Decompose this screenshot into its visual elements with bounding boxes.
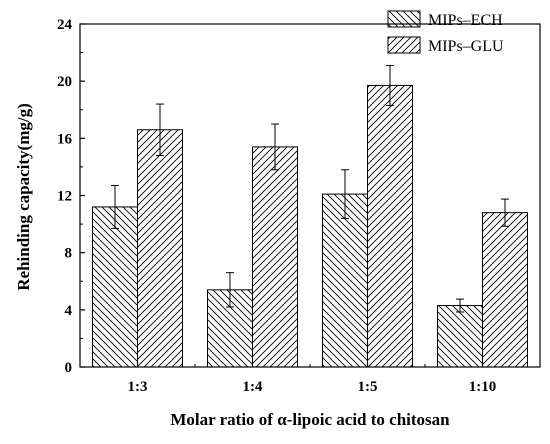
x-tick-label-1-3: 1:3 xyxy=(128,379,148,395)
legend-label: MIPs–ECH xyxy=(428,12,503,29)
y-tick-label: 4 xyxy=(65,303,73,319)
legend-label: MIPs–GLU xyxy=(428,38,504,55)
x-tick-label-1-4: 1:4 xyxy=(243,379,263,395)
error-bar-mips-ech-1-4 xyxy=(226,272,234,308)
y-tick-label: 24 xyxy=(57,17,73,33)
error-bar-mips-glu-1-5 xyxy=(386,64,394,106)
legend-swatch xyxy=(387,10,421,28)
bars-layer xyxy=(92,84,528,368)
x-axis-title: Molar ratio of α-lipoic acid to chitosan xyxy=(170,410,450,429)
bar-mips-ech-1-10 xyxy=(437,305,483,368)
legend-item-mips-ech: MIPs–ECH xyxy=(387,10,503,29)
y-tick-label: 8 xyxy=(65,246,73,262)
error-bar-mips-glu-1-4 xyxy=(271,123,279,171)
y-tick-label: 20 xyxy=(57,74,72,90)
y-tick-label: 0 xyxy=(65,360,73,376)
bar-mips-ech-1-5 xyxy=(322,193,368,368)
x-tick-label-1-10: 1:10 xyxy=(469,379,497,395)
bar-mips-glu-1-10 xyxy=(482,212,528,368)
y-tick-label: 16 xyxy=(57,131,73,147)
y-tick-label: 12 xyxy=(57,189,72,205)
y-axis-ticks: 0 4 8 12 16 20 24 xyxy=(57,17,85,376)
y-axis-title: Rehinding capacity(mg/g) xyxy=(14,103,33,290)
error-bar-mips-ech-1-5 xyxy=(341,169,349,219)
error-bar-mips-ech-1-3 xyxy=(111,184,119,229)
legend-swatch xyxy=(387,36,421,54)
bar-mips-glu-1-3 xyxy=(137,129,183,368)
legend: MIPs–ECH MIPs–GLU xyxy=(387,10,504,55)
legend-item-mips-glu: MIPs–GLU xyxy=(387,36,504,55)
bar-mips-glu-1-5 xyxy=(367,84,413,368)
bar-mips-glu-1-4 xyxy=(252,146,298,368)
x-tick-label-1-5: 1:5 xyxy=(358,379,378,395)
error-bar-mips-ech-1-10 xyxy=(456,298,464,313)
x-axis-ticks: 1:3 1:4 1:5 1:10 xyxy=(128,362,497,395)
error-bars-layer xyxy=(111,64,509,313)
error-bar-mips-glu-1-3 xyxy=(156,103,164,156)
bar-mips-ech-1-3 xyxy=(92,206,138,368)
error-bar-mips-glu-1-10 xyxy=(501,198,509,227)
